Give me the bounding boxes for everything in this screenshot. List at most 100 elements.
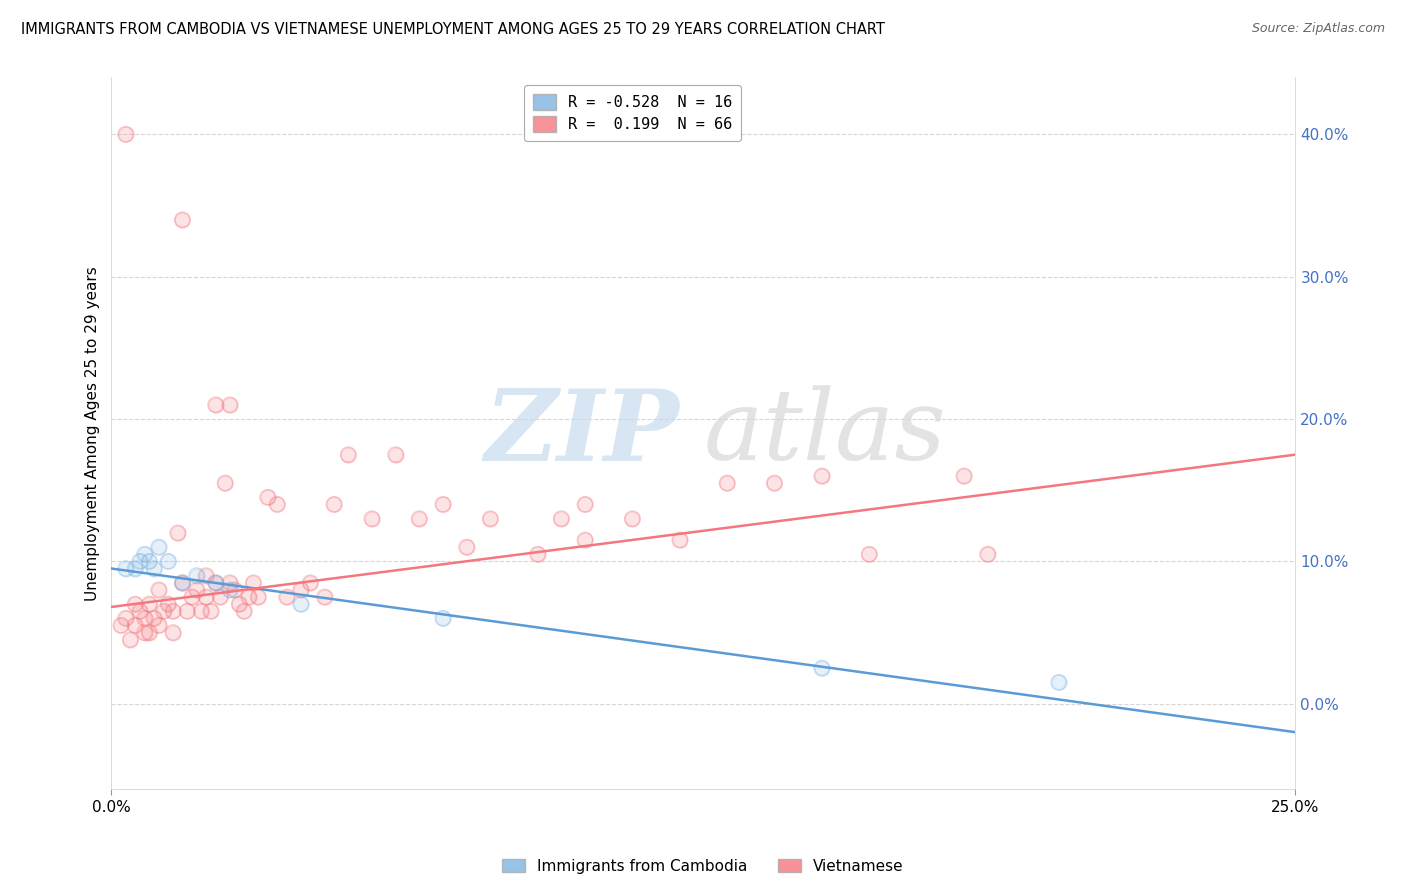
- Point: [218, 582, 240, 597]
- Point: [290, 597, 312, 611]
- Point: [858, 547, 880, 561]
- Point: [209, 590, 232, 604]
- Point: [172, 212, 194, 227]
- Point: [668, 533, 690, 547]
- Point: [314, 590, 336, 604]
- Point: [114, 561, 136, 575]
- Point: [763, 476, 786, 491]
- Point: [209, 590, 232, 604]
- Point: [114, 128, 136, 142]
- Point: [195, 590, 218, 604]
- Point: [172, 575, 194, 590]
- Point: [152, 604, 174, 618]
- Point: [120, 632, 142, 647]
- Point: [157, 554, 180, 568]
- Point: [550, 511, 572, 525]
- Point: [143, 561, 166, 575]
- Point: [143, 611, 166, 625]
- Point: [148, 582, 170, 597]
- Point: [290, 582, 312, 597]
- Point: [204, 398, 226, 412]
- Point: [172, 212, 194, 227]
- Point: [323, 498, 346, 512]
- Point: [114, 128, 136, 142]
- Text: IMMIGRANTS FROM CAMBODIA VS VIETNAMESE UNEMPLOYMENT AMONG AGES 25 TO 29 YEARS CO: IMMIGRANTS FROM CAMBODIA VS VIETNAMESE U…: [21, 22, 884, 37]
- Point: [621, 511, 644, 525]
- Point: [204, 575, 226, 590]
- Point: [148, 540, 170, 554]
- Point: [200, 604, 222, 618]
- Point: [242, 575, 264, 590]
- Point: [479, 511, 502, 525]
- Point: [162, 604, 184, 618]
- Point: [195, 568, 218, 582]
- Point: [172, 575, 194, 590]
- Point: [337, 448, 360, 462]
- Point: [120, 632, 142, 647]
- Legend: Immigrants from Cambodia, Vietnamese: Immigrants from Cambodia, Vietnamese: [496, 853, 910, 880]
- Point: [228, 597, 250, 611]
- Point: [128, 604, 150, 618]
- Point: [176, 604, 198, 618]
- Y-axis label: Unemployment Among Ages 25 to 29 years: Unemployment Among Ages 25 to 29 years: [86, 266, 100, 600]
- Point: [361, 511, 384, 525]
- Point: [166, 525, 188, 540]
- Point: [176, 604, 198, 618]
- Point: [124, 597, 146, 611]
- Point: [143, 561, 166, 575]
- Point: [953, 469, 976, 483]
- Point: [138, 554, 160, 568]
- Point: [172, 575, 194, 590]
- Point: [134, 625, 156, 640]
- Point: [266, 498, 288, 512]
- Point: [361, 511, 384, 525]
- Point: [204, 575, 226, 590]
- Point: [190, 604, 212, 618]
- Point: [148, 618, 170, 632]
- Point: [181, 590, 204, 604]
- Point: [574, 498, 596, 512]
- Point: [574, 498, 596, 512]
- Point: [114, 611, 136, 625]
- Point: [128, 604, 150, 618]
- Point: [432, 611, 454, 625]
- Point: [110, 618, 132, 632]
- Text: Source: ZipAtlas.com: Source: ZipAtlas.com: [1251, 22, 1385, 36]
- Point: [190, 604, 212, 618]
- Point: [432, 498, 454, 512]
- Point: [716, 476, 738, 491]
- Point: [456, 540, 478, 554]
- Point: [574, 533, 596, 547]
- Point: [247, 590, 270, 604]
- Point: [526, 547, 548, 561]
- Point: [218, 582, 240, 597]
- Point: [186, 582, 208, 597]
- Point: [432, 498, 454, 512]
- Point: [976, 547, 998, 561]
- Point: [384, 448, 406, 462]
- Point: [256, 491, 278, 505]
- Point: [299, 575, 322, 590]
- Point: [138, 597, 160, 611]
- Point: [242, 575, 264, 590]
- Point: [157, 597, 180, 611]
- Point: [408, 511, 430, 525]
- Point: [186, 568, 208, 582]
- Point: [479, 511, 502, 525]
- Point: [266, 498, 288, 512]
- Point: [218, 575, 240, 590]
- Point: [148, 582, 170, 597]
- Point: [550, 511, 572, 525]
- Point: [134, 547, 156, 561]
- Point: [299, 575, 322, 590]
- Point: [256, 491, 278, 505]
- Point: [214, 476, 236, 491]
- Point: [811, 469, 834, 483]
- Point: [290, 582, 312, 597]
- Point: [148, 540, 170, 554]
- Point: [152, 604, 174, 618]
- Point: [668, 533, 690, 547]
- Point: [218, 398, 240, 412]
- Point: [114, 561, 136, 575]
- Point: [195, 568, 218, 582]
